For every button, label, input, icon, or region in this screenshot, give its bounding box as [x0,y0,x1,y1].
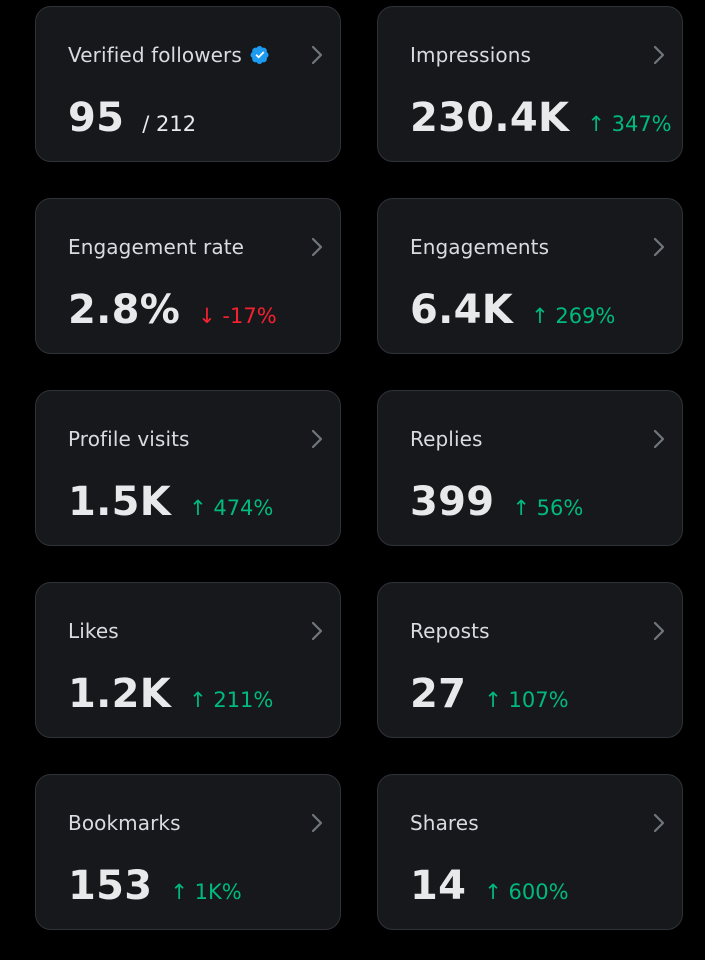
metric-value: 399 [410,479,495,525]
metric-value-row: 2.8% ↓ -17% [68,287,277,333]
metric-label: Verified followers [68,43,242,67]
metric-change-up: ↑ 56% [512,496,584,520]
chevron-right-icon [311,45,323,65]
metric-value-row: 1.2K ↑ 211% [68,671,273,717]
metric-label: Impressions [410,43,531,67]
chevron-right-icon [653,813,665,833]
metric-label: Replies [410,427,483,451]
metric-card-reposts[interactable]: Reposts 27 ↑ 107% [377,582,683,738]
metric-change-up: ↑ 474% [189,496,274,520]
metric-card-likes[interactable]: Likes 1.2K ↑ 211% [35,582,341,738]
metric-label: Reposts [410,619,490,643]
metric-card-impressions[interactable]: Impressions 230.4K ↑ 347% [377,6,683,162]
metric-change-up: ↑ 347% [587,112,672,136]
metric-label: Engagement rate [68,235,245,259]
metric-value-row: 27 ↑ 107% [410,671,569,717]
metric-card-engagement-rate[interactable]: Engagement rate 2.8% ↓ -17% [35,198,341,354]
metric-change-up: ↑ 1K% [170,880,242,904]
metric-card-shares[interactable]: Shares 14 ↑ 600% [377,774,683,930]
metric-label: Profile visits [68,427,190,451]
metric-change-up: ↑ 269% [531,304,616,328]
metric-card-verified-followers[interactable]: Verified followers 95 / 212 [35,6,341,162]
metric-label: Likes [68,619,119,643]
chevron-right-icon [311,621,323,641]
metric-value: 2.8% [68,287,181,333]
chevron-right-icon [311,429,323,449]
metric-value-row: 1.5K ↑ 474% [68,479,273,525]
metric-label-row: Verified followers [68,43,270,67]
metric-value-row: 95 / 212 [68,95,196,141]
metric-value-row: 6.4K ↑ 269% [410,287,615,333]
metric-value: 1.5K [68,479,172,525]
metric-value: 230.4K [410,95,570,141]
metric-value: 1.2K [68,671,172,717]
metric-value-row: 153 ↑ 1K% [68,863,242,909]
metric-card-replies[interactable]: Replies 399 ↑ 56% [377,390,683,546]
metric-label: Shares [410,811,479,835]
chevron-right-icon [653,45,665,65]
metric-value: 6.4K [410,287,514,333]
metric-value-row: 14 ↑ 600% [410,863,569,909]
metric-label: Engagements [410,235,550,259]
metric-change-up: ↑ 211% [189,688,274,712]
chevron-right-icon [653,429,665,449]
metric-value-row: 230.4K ↑ 347% [410,95,672,141]
metric-card-bookmarks[interactable]: Bookmarks 153 ↑ 1K% [35,774,341,930]
verified-badge-icon [250,46,269,64]
metric-change-up: ↑ 107% [484,688,569,712]
chevron-right-icon [311,813,323,833]
metric-label: Bookmarks [68,811,181,835]
metric-change-down: ↓ -17% [198,304,277,328]
metric-value: 14 [410,863,467,909]
metric-card-engagements[interactable]: Engagements 6.4K ↑ 269% [377,198,683,354]
chevron-right-icon [653,621,665,641]
chevron-right-icon [653,237,665,257]
metric-value: 153 [68,863,153,909]
metric-value: 95 [68,95,125,141]
metric-total: / 212 [142,112,197,136]
metric-value: 27 [410,671,467,717]
metric-card-profile-visits[interactable]: Profile visits 1.5K ↑ 474% [35,390,341,546]
metric-value-row: 399 ↑ 56% [410,479,583,525]
chevron-right-icon [311,237,323,257]
metric-change-up: ↑ 600% [484,880,569,904]
